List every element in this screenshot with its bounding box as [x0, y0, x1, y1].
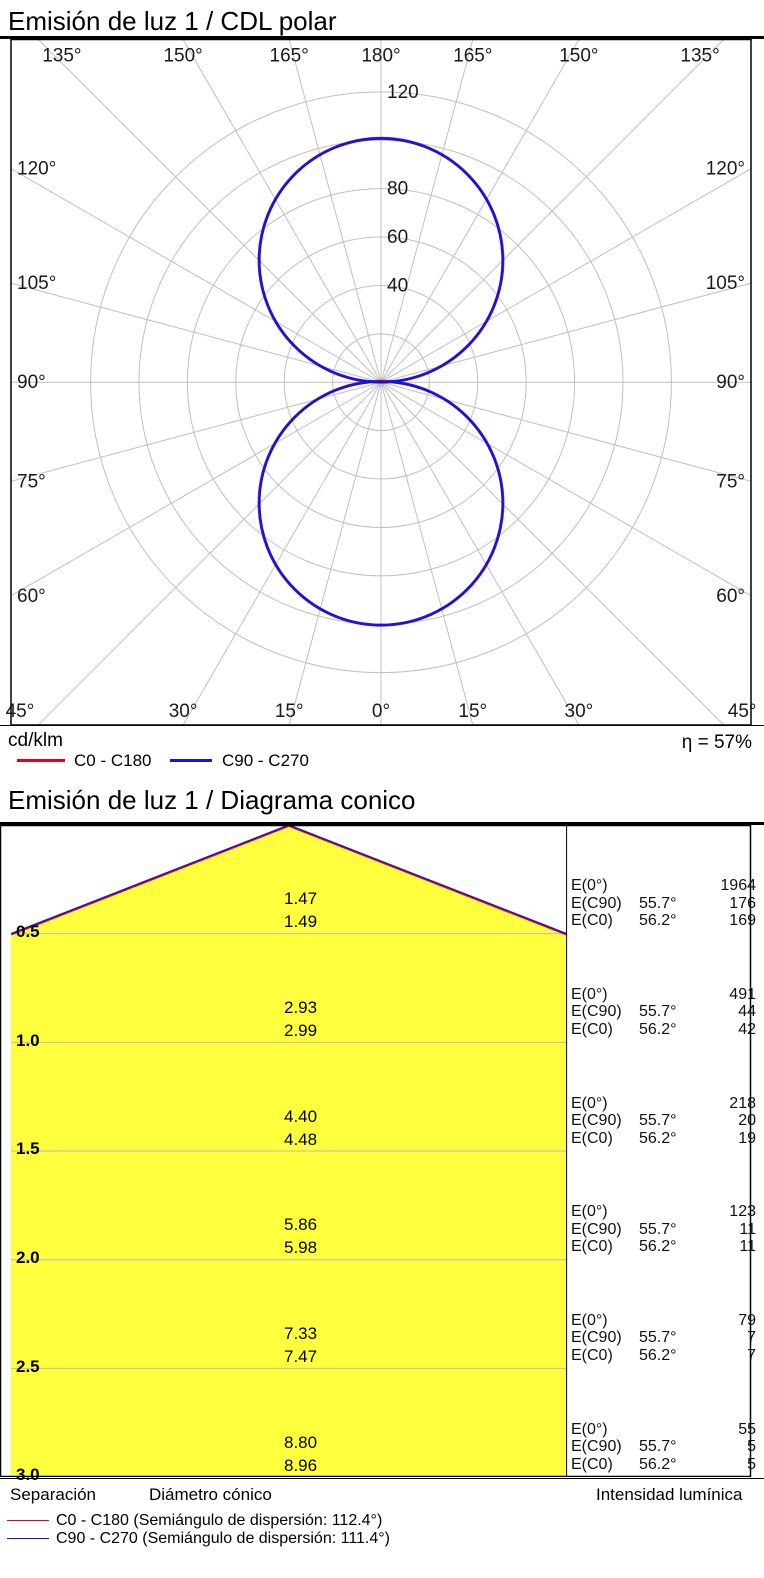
svg-text:45°: 45° [728, 701, 757, 722]
svg-text:75°: 75° [716, 471, 745, 492]
svg-text:105°: 105° [17, 273, 56, 294]
svg-text:40: 40 [387, 275, 408, 296]
svg-text:90°: 90° [17, 372, 46, 393]
svg-text:80: 80 [387, 179, 408, 200]
svg-text:165°: 165° [453, 46, 492, 67]
svg-text:150°: 150° [163, 46, 202, 67]
svg-text:15°: 15° [458, 701, 487, 722]
svg-text:135°: 135° [680, 46, 719, 67]
svg-text:135°: 135° [42, 46, 81, 67]
svg-text:180°: 180° [361, 46, 400, 67]
svg-text:105°: 105° [706, 273, 745, 294]
svg-text:60: 60 [387, 227, 408, 248]
svg-text:75°: 75° [17, 471, 46, 492]
svg-text:60°: 60° [17, 586, 46, 607]
svg-text:15°: 15° [275, 701, 304, 722]
svg-text:90°: 90° [716, 372, 745, 393]
svg-text:150°: 150° [559, 46, 598, 67]
svg-text:45°: 45° [6, 701, 35, 722]
svg-text:120: 120 [387, 82, 419, 103]
svg-text:120°: 120° [706, 159, 745, 180]
svg-text:120°: 120° [17, 159, 56, 180]
svg-text:30°: 30° [169, 701, 198, 722]
svg-text:165°: 165° [270, 46, 309, 67]
svg-text:0°: 0° [372, 701, 390, 722]
svg-text:30°: 30° [565, 701, 594, 722]
svg-text:60°: 60° [716, 586, 745, 607]
